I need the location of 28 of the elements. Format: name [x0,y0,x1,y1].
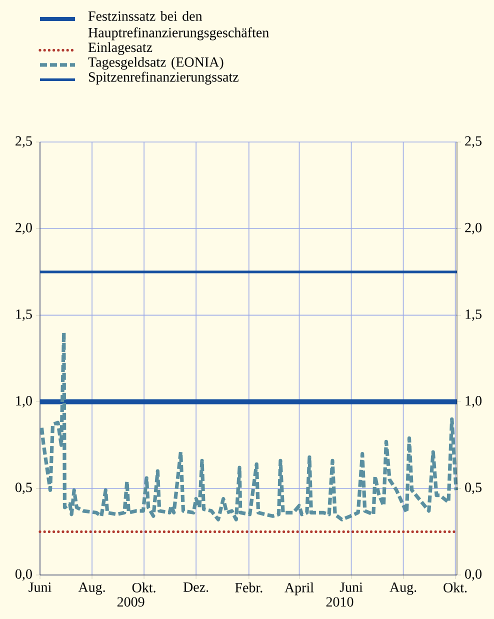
legend-label: Spitzenrefinanzierungssatz [88,72,238,85]
y-tick-label: 2,5 [16,136,32,148]
x-tick-label: Dez. [183,582,208,592]
y2-tick-label: 1,0 [466,396,482,408]
y-tick-label: 1,0 [16,396,32,408]
y2-tick-label: 0,0 [465,569,482,581]
legend-label: Tagesgeldsatz (EONIA) [88,56,224,70]
x-tick-label: Okt. [132,582,156,592]
y2-tick-label: 0,5 [465,482,482,494]
y-tick-label: 0,0 [16,569,32,581]
x-tick-label: Juni [28,582,52,592]
y-tick-label: 1,5 [16,309,32,321]
legend-label: Einlagesatz [88,42,152,55]
text: 2009 [117,597,144,607]
x-tick-label: Juni [340,582,363,592]
y2-tick-label: 1,5 [466,309,482,321]
y-tick-label: 0,5 [16,482,32,494]
x-tick-label: Aug. [78,582,105,595]
y-tick-label: 2,0 [16,222,32,234]
text: 2010 [326,597,354,607]
y2-tick-label: 2,5 [465,136,482,148]
x-tick-label: Okt. [444,582,467,592]
x-tick-label: Aug. [390,582,416,595]
x-tick-label: April [284,582,314,596]
y2-tick-label: 2,0 [465,222,482,234]
x-tick-label: Febr. [235,582,262,592]
legend-label: Festzinssatz bei den Hauptrefinanzierungsgeschäften [88,10,269,40]
line-series [40,330,458,522]
